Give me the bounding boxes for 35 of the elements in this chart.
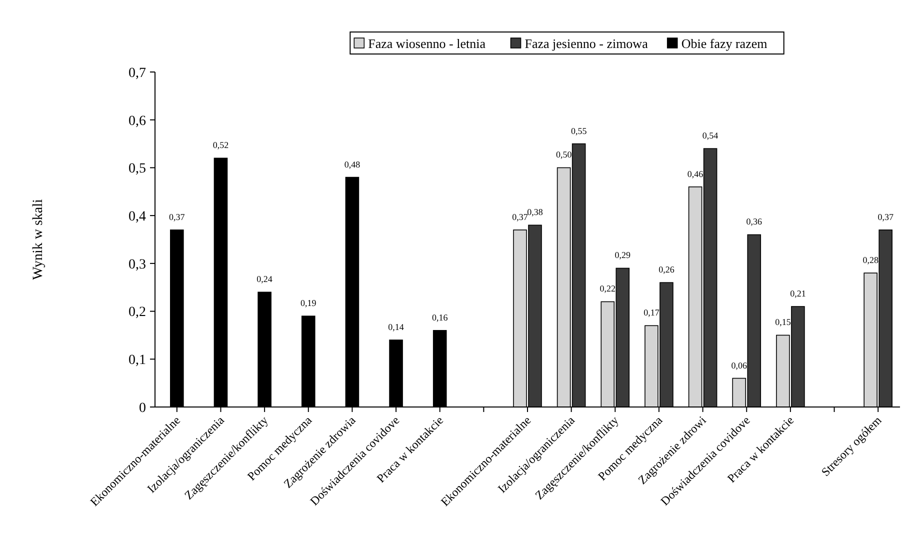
- legend-label: Obie fazy razem: [681, 36, 768, 51]
- y-tick-label: 0,5: [128, 162, 146, 177]
- data-label: 0,29: [614, 250, 632, 260]
- data-label: 0,55: [570, 126, 588, 136]
- data-label: 0,16: [432, 312, 448, 322]
- data-label: 0,14: [388, 322, 404, 332]
- legend-label: Faza jesienno - zimowa: [524, 36, 648, 51]
- legend-label: Faza wiosenno - letnia: [368, 36, 486, 51]
- data-label: 0,54: [702, 130, 719, 141]
- data-label: 0,38: [527, 207, 544, 218]
- y-axis-title: Wynik w skali: [31, 198, 46, 280]
- y-tick-label: 0,3: [128, 257, 146, 272]
- data-label: 0,37: [878, 212, 894, 222]
- y-tick-label: 0,6: [128, 114, 146, 129]
- data-label: 0,15: [775, 317, 792, 328]
- data-label: 0,52: [212, 140, 229, 150]
- data-label: 0,17: [644, 308, 660, 318]
- y-tick-label: 0,4: [128, 209, 146, 224]
- data-label: 0,19: [300, 298, 317, 308]
- data-label: 0,48: [344, 159, 361, 170]
- data-label: 0,06: [731, 360, 748, 370]
- data-label: 0,50: [556, 150, 572, 160]
- data-label: 0,37: [169, 212, 186, 222]
- data-label: 0,36: [746, 216, 762, 227]
- y-tick-label: 0,2: [128, 305, 146, 320]
- data-label: 0,21: [790, 288, 806, 298]
- data-label: 0,28: [862, 255, 879, 265]
- data-label: 0,22: [600, 284, 616, 294]
- y-tick-label: 0: [139, 400, 146, 416]
- data-label: 0,26: [658, 264, 675, 275]
- y-tick-label: 0,1: [128, 353, 146, 368]
- data-label: 0,37: [512, 212, 528, 222]
- data-label: 0,24: [256, 274, 273, 284]
- data-label: 0,46: [687, 168, 704, 179]
- y-tick-label: 0,7: [128, 66, 146, 81]
